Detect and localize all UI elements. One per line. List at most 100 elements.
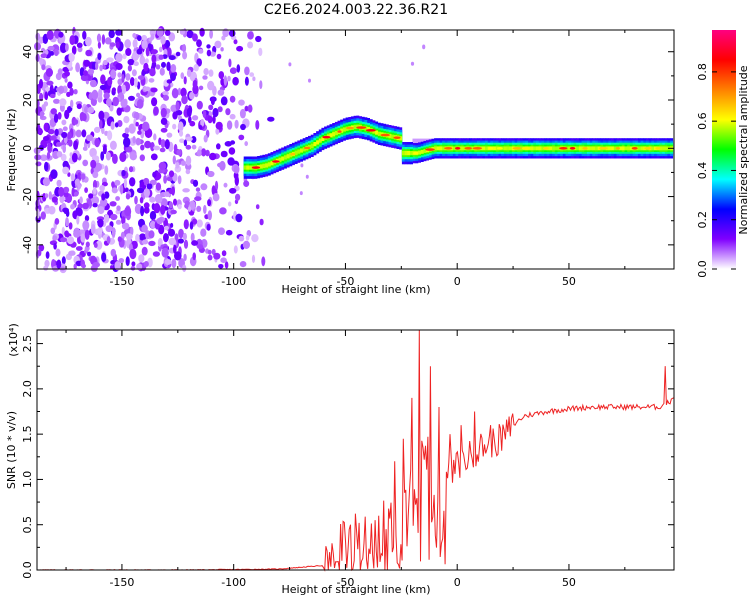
spectrogram-noise-cell — [189, 120, 196, 127]
ridge-cell — [372, 129, 376, 134]
spectrogram-noise-cell — [136, 187, 145, 194]
spectrogram-noise-cell — [160, 127, 168, 133]
spectrogram-noise-cell — [233, 165, 240, 174]
spectrogram-noise-cell — [84, 187, 88, 194]
spectrogram-noise-cell — [216, 143, 221, 150]
ridge-cell — [259, 164, 263, 169]
spectrogram-noise-cell — [162, 94, 169, 101]
snr-x-tick-label: -50 — [336, 576, 354, 589]
spectrogram-noise-cell — [94, 126, 101, 133]
ridge-cell — [436, 146, 440, 151]
spectrogram-noise-cell — [201, 148, 207, 157]
spectrogram-noise-cell — [261, 256, 266, 267]
spectrogram-noise-cell — [177, 204, 182, 210]
spectrogram-noise-cell — [238, 134, 245, 141]
spectrogram-noise-cell — [170, 64, 177, 73]
spectrogram-noise-cell — [162, 90, 169, 96]
spectrogram-noise-cell — [102, 111, 110, 119]
ridge-cell — [278, 157, 282, 162]
spectrogram-noise-cell — [177, 121, 184, 132]
ridge-cell — [506, 146, 510, 151]
spectrogram-noise-cell — [96, 33, 102, 43]
spectrogram-noise-cell — [220, 47, 224, 52]
spectrogram-noise-cell — [84, 215, 90, 222]
spectrogram-noise-cell — [135, 233, 140, 243]
spectrogram-x-tick-label: -50 — [336, 275, 354, 288]
ridge-peak — [464, 147, 473, 150]
spectrogram-noise-cell — [234, 119, 239, 129]
spectrogram-noise-cell — [192, 179, 199, 187]
ridge-peak — [251, 166, 261, 169]
spectrogram-noise-cell — [39, 111, 44, 119]
spectrogram-noise-cell — [199, 27, 205, 37]
spectrogram-noise-cell — [49, 93, 56, 99]
spectrogram-noise-cell — [123, 116, 130, 124]
ridge-cell — [442, 146, 446, 151]
spectrogram-noise-cell — [160, 107, 167, 118]
spectrogram-noise-cell — [98, 110, 105, 121]
spectrogram-noise-cell — [217, 89, 225, 96]
spectrogram-noise-cell — [177, 238, 184, 244]
spectrogram-noise-cell — [136, 48, 143, 55]
spectrogram-noise-cell — [189, 91, 195, 100]
ridge-cell — [589, 146, 593, 151]
spectrogram-noise-cell — [56, 259, 62, 269]
ridge-cell — [549, 146, 553, 151]
spectrogram-noise-cell — [158, 161, 167, 171]
spectrogram-noise-cell — [121, 169, 126, 177]
colorbar-tick-label: 0.0 — [696, 260, 709, 278]
spectrogram-noise-cell — [217, 162, 224, 168]
spectrogram-noise-cell — [129, 152, 137, 161]
ridge-peak — [413, 151, 419, 155]
spectrogram-noise-cell — [200, 183, 208, 191]
spectrogram-noise-cell — [71, 152, 78, 163]
spectrogram-noise-cell — [92, 171, 99, 178]
spectrogram-noise-cell — [99, 185, 105, 192]
spectrogram-noise-cell — [143, 177, 150, 186]
spectrogram-noise-cell — [111, 87, 116, 93]
spectrogram-noise-cell — [139, 55, 146, 65]
spectrogram-noise-cell — [97, 218, 104, 228]
spectrogram-noise-cell — [233, 39, 238, 45]
spectrogram-noise-cell — [46, 151, 51, 160]
spectrogram-noise-cell — [140, 181, 145, 187]
spectrogram-noise-cell — [172, 155, 176, 165]
spectrogram-noise-cell — [91, 155, 100, 162]
spectrogram-noise-cell — [184, 200, 190, 206]
spectrogram-noise-cell — [180, 160, 186, 166]
spectrogram-x-tick-label: -150 — [109, 275, 134, 288]
spectrogram-noise-cell — [62, 160, 69, 169]
spectrogram-x-tick-label: 50 — [562, 275, 576, 288]
spectrogram-noise-cell — [135, 137, 141, 146]
spectrogram-x-tick-label: -100 — [221, 275, 246, 288]
spectrogram-noise-cell — [202, 75, 208, 80]
ridge-cell — [294, 150, 298, 155]
snr-y-tick-label: 0.5 — [21, 516, 34, 534]
ridge-cell — [302, 147, 306, 152]
ridge-cell — [637, 146, 641, 151]
spectrogram-y-tick-label: -20 — [21, 188, 34, 206]
spectrogram-noise-cell — [110, 248, 117, 257]
spectrogram-noise-cell — [172, 111, 178, 120]
spectrogram-noise-cell — [40, 211, 46, 220]
spectrogram-noise-cell — [94, 162, 102, 172]
spectrogram-noise-cell — [44, 91, 49, 101]
spectrogram-noise-cell — [152, 171, 157, 178]
spectrogram-noise-cell — [267, 116, 275, 122]
spectrogram-noise-cell — [87, 251, 92, 257]
spectrogram-noise-cell — [305, 174, 309, 179]
spectrogram-noise-cell — [39, 78, 43, 89]
ridge-peak — [337, 130, 342, 133]
spectrogram-noise-cell — [166, 79, 173, 84]
ridge-peak — [497, 147, 503, 150]
spectrogram-noise-cell — [109, 42, 116, 47]
spectrogram-noise-cell — [167, 228, 176, 237]
spectrogram-noise-cell — [185, 144, 192, 150]
spectrogram-noise-cell — [206, 223, 211, 231]
spectrogram-noise-cell — [68, 250, 76, 256]
spectrogram-noise-cell — [102, 144, 107, 155]
spectrogram-noise-cell — [153, 145, 161, 151]
spectrogram-noise-cell — [153, 203, 161, 214]
snr-y-ticks: 0.0 0.5 1.0 1.5 2.0 2.5 — [21, 335, 674, 579]
ridge-cell — [503, 146, 507, 151]
